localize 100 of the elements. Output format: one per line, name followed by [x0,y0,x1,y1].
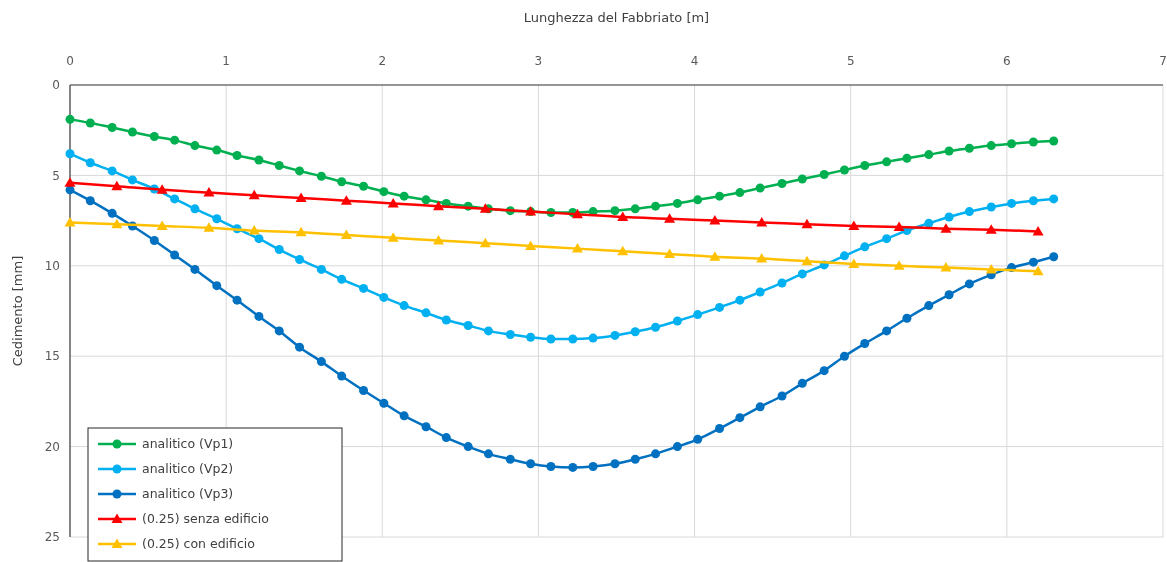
point [505,454,515,464]
point [777,391,787,401]
point [693,434,703,444]
point [1028,137,1038,147]
point [190,141,200,151]
point [777,278,787,288]
point [212,145,222,155]
point [940,223,952,233]
point [433,200,444,211]
point [85,158,95,168]
point [882,326,892,336]
x-tick-label: 6 [1003,54,1011,68]
point [1049,194,1059,204]
x-tick-label: 2 [378,54,387,68]
point [672,198,682,208]
point [203,187,215,197]
point [111,218,123,229]
point [379,292,389,302]
point [964,143,974,153]
point [190,204,200,214]
legend-label: analitico (Vp1) [142,436,234,452]
point [387,232,399,242]
y-tick-label: 0 [52,78,60,93]
point [819,170,829,179]
point [399,411,409,421]
point [127,175,137,185]
point [839,351,849,361]
point [212,281,222,291]
point [190,264,200,274]
point [756,216,768,227]
point [797,378,807,388]
point [295,226,307,237]
point [571,243,583,253]
point [232,151,242,161]
point [232,295,242,305]
point [848,220,860,231]
point [755,287,765,297]
point [924,150,934,160]
x-tick-label: 5 [846,54,855,68]
point [127,127,137,137]
point [149,132,159,142]
y-tick-label: 5 [52,168,60,183]
legend-label: (0.25) senza edificio [142,511,269,527]
point [902,313,912,323]
point [483,326,493,336]
point [441,315,451,325]
point [107,166,117,176]
point [274,245,284,255]
point [882,157,892,167]
point [379,187,389,197]
point [693,310,703,320]
point [610,206,620,216]
point [664,213,676,223]
legend-label: (0.25) con edificio [142,536,255,552]
point [546,461,556,471]
point [441,433,451,443]
point [940,262,952,272]
point [295,254,305,264]
point [610,459,620,469]
point [107,208,117,218]
point [860,339,870,349]
point [1028,257,1038,267]
point [755,402,765,412]
point [274,326,284,336]
point [421,195,431,205]
point [433,234,444,245]
point [651,449,661,459]
point [672,316,682,326]
y-tick-label: 20 [44,439,60,454]
point [902,153,912,163]
point [985,263,997,274]
point [295,342,305,352]
point [568,462,578,472]
point [735,295,745,305]
point [893,260,905,270]
point [316,264,326,274]
point [170,250,180,260]
point [985,224,997,234]
point [248,225,260,235]
point [709,215,721,225]
point [709,251,721,261]
point [337,371,347,381]
point [986,202,996,212]
point [610,330,620,340]
point [797,174,807,184]
point [479,237,491,248]
point [463,442,473,452]
point [248,189,260,200]
y-tick-label: 10 [44,259,60,273]
point [170,194,180,204]
point [777,179,787,189]
point [340,195,352,205]
point [571,208,583,219]
point [1007,139,1017,149]
x-tick-label: 1 [222,54,230,68]
point [399,301,409,311]
x-axis-title: Lunghezza del Fabbriato [m] [523,10,710,25]
point [860,242,870,252]
point [483,449,493,459]
point [526,459,536,469]
